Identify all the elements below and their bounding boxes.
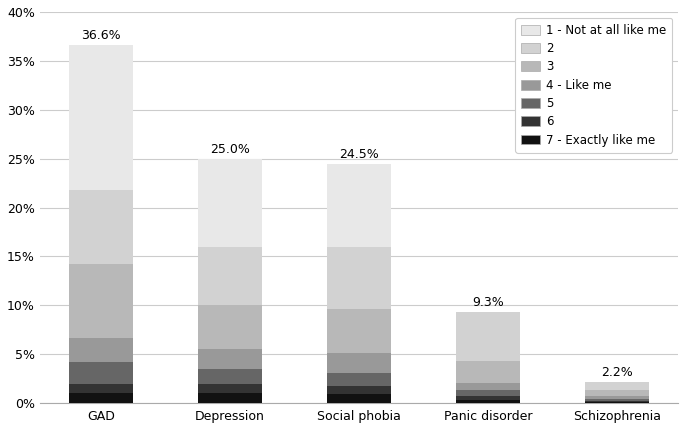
Bar <box>584 396 649 399</box>
Bar <box>327 309 391 353</box>
Bar <box>456 312 520 361</box>
Bar <box>327 247 391 309</box>
Bar <box>198 384 262 393</box>
Bar <box>68 190 133 264</box>
Bar <box>584 399 649 401</box>
Bar <box>68 338 133 362</box>
Bar <box>68 362 133 384</box>
Bar <box>456 361 520 383</box>
Bar <box>584 401 649 402</box>
Bar <box>68 384 133 393</box>
Bar <box>198 369 262 384</box>
Text: 9.3%: 9.3% <box>472 296 503 309</box>
Bar <box>68 393 133 403</box>
Text: 2.2%: 2.2% <box>601 366 633 379</box>
Bar <box>198 349 262 369</box>
Bar <box>327 353 391 373</box>
Bar <box>456 400 520 403</box>
Bar <box>198 247 262 305</box>
Bar <box>68 264 133 338</box>
Bar <box>584 390 649 396</box>
Bar <box>327 163 391 247</box>
Bar <box>327 394 391 403</box>
Text: 36.6%: 36.6% <box>81 29 121 42</box>
Bar <box>584 402 649 403</box>
Bar <box>456 390 520 396</box>
Bar <box>68 45 133 190</box>
Bar <box>584 381 649 390</box>
Text: 25.0%: 25.0% <box>210 143 250 156</box>
Legend: 1 - Not at all like me, 2, 3, 4 - Like me, 5, 6, 7 - Exactly like me: 1 - Not at all like me, 2, 3, 4 - Like m… <box>515 18 672 153</box>
Bar <box>456 396 520 400</box>
Bar <box>327 386 391 394</box>
Bar <box>327 373 391 386</box>
Bar <box>198 305 262 349</box>
Bar <box>456 383 520 390</box>
Bar <box>198 393 262 403</box>
Text: 24.5%: 24.5% <box>339 147 379 160</box>
Bar <box>198 159 262 247</box>
